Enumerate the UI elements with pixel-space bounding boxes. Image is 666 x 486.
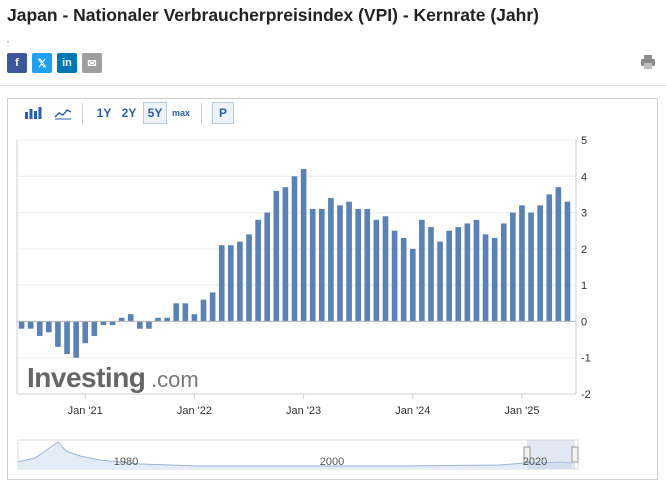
- p-button[interactable]: P: [212, 102, 234, 124]
- facebook-share-button[interactable]: f: [7, 53, 27, 73]
- range-1y-button[interactable]: 1Y: [96, 106, 112, 120]
- line-chart-button[interactable]: [50, 102, 76, 124]
- header-separator: [0, 85, 666, 86]
- range-2y-button[interactable]: 2Y: [121, 106, 137, 120]
- divider-dot: [7, 41, 9, 42]
- print-icon[interactable]: [640, 54, 656, 70]
- mail-share-button[interactable]: ✉: [82, 53, 102, 73]
- facebook-icon: f: [15, 57, 19, 69]
- page-title: Japan - Nationaler Verbraucherpreisindex…: [7, 5, 539, 25]
- mail-icon: ✉: [87, 57, 97, 70]
- chart-container: [7, 98, 658, 480]
- x-share-button[interactable]: 𝕏: [32, 53, 52, 73]
- bar-chart-icon: [25, 107, 42, 119]
- range-max-button[interactable]: max: [171, 108, 190, 118]
- x-icon: 𝕏: [37, 57, 47, 70]
- linkedin-icon: in: [62, 57, 72, 69]
- toolbar-divider: [82, 103, 83, 125]
- toolbar-divider: [201, 103, 202, 125]
- linkedin-share-button[interactable]: in: [57, 53, 77, 73]
- line-chart-icon: [54, 109, 72, 120]
- range-5y-button[interactable]: 5Y: [143, 102, 167, 124]
- bar-chart-button[interactable]: [20, 102, 46, 124]
